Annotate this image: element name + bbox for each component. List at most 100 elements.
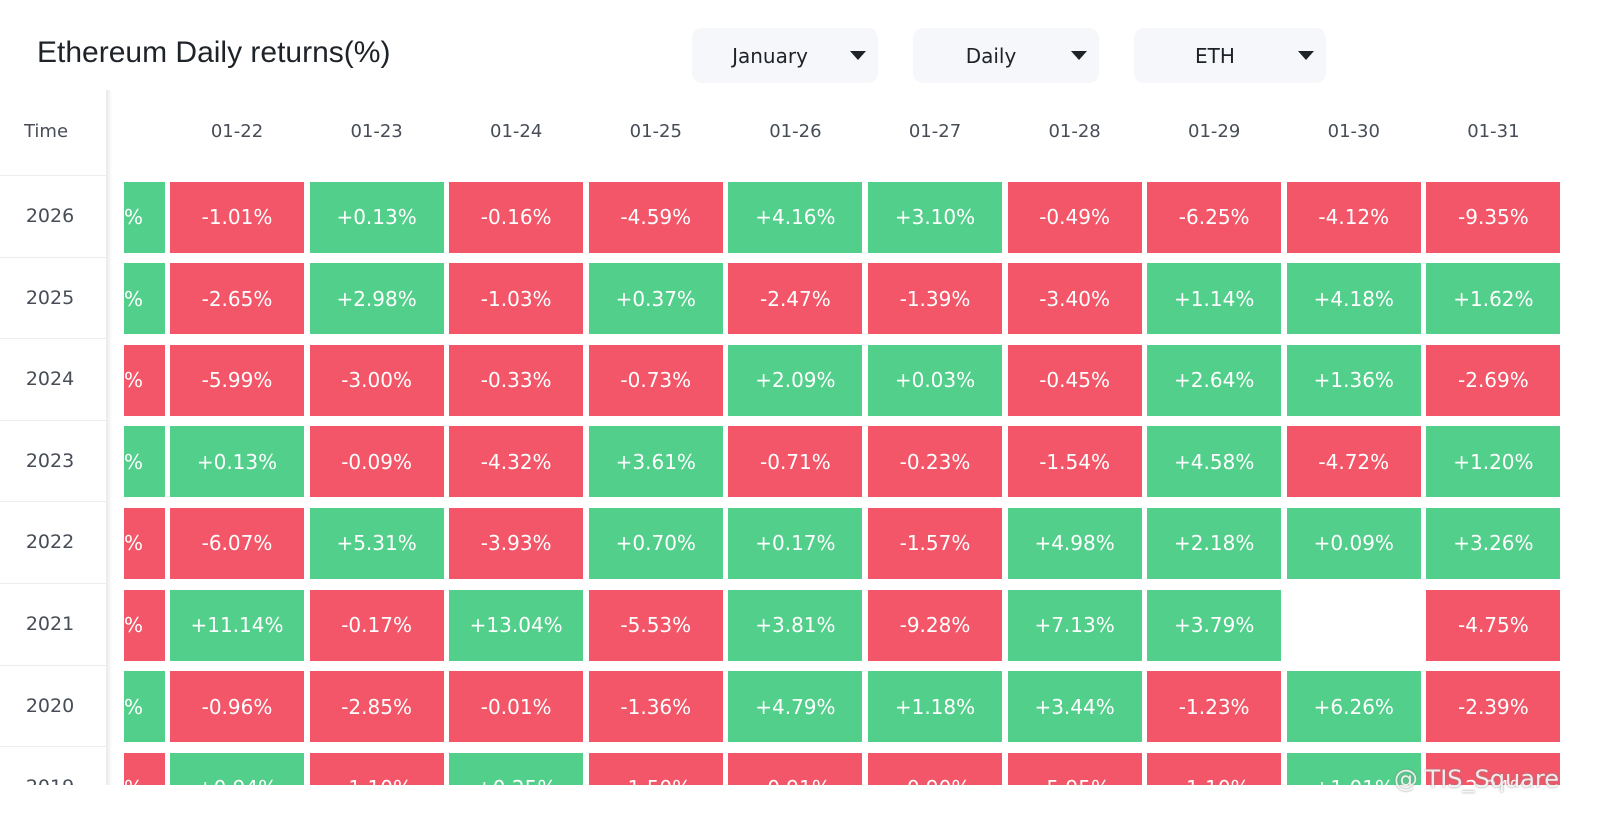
return-cell: +3.61%: [588, 426, 723, 498]
return-cell: -0.17%: [309, 589, 444, 661]
return-cell: -1.36%: [588, 671, 723, 743]
return-cell: -1.10%: [309, 752, 444, 785]
return-cell: +6.26%: [1286, 671, 1421, 743]
return-cell: -0.01%: [449, 671, 584, 743]
return-cell: -0.90%: [868, 752, 1002, 785]
return-cell: +1.20%: [1426, 426, 1561, 498]
year-label: 2024: [25, 368, 75, 391]
year-label: 2019: [0, 776, 100, 785]
return-cell: -4.75%: [1426, 589, 1561, 661]
column-shadow: [106, 90, 112, 785]
partial-cell: %: [124, 507, 165, 579]
column-header: 01-22: [210, 121, 264, 142]
return-cell: -5.95%: [1007, 752, 1142, 785]
partial-cell: %: [124, 752, 165, 785]
row-separator: [0, 256, 108, 258]
return-cell: +0.94%: [170, 752, 304, 785]
return-cell: -5.99%: [170, 344, 304, 416]
return-cell: -2.85%: [309, 671, 444, 743]
row-separator: [0, 583, 108, 584]
return-cell: +2.64%: [1147, 344, 1282, 416]
return-cell: +0.37%: [588, 263, 723, 335]
year-label: 2026: [25, 205, 75, 227]
return-cell: -4.12%: [1286, 181, 1421, 253]
row-separator: [0, 746, 108, 748]
year-label: 2020: [25, 694, 75, 717]
return-cell: -1.57%: [868, 507, 1002, 579]
return-cell: -2.69%: [1426, 344, 1561, 416]
return-cell: +0.70%: [588, 507, 723, 579]
row-separator: [0, 175, 108, 176]
partial-cell: %: [124, 589, 165, 661]
corner-label: Time: [23, 121, 69, 142]
return-cell: -5.53%: [588, 589, 723, 661]
row-separator: [0, 338, 108, 340]
return-cell: +1.14%: [1147, 263, 1282, 335]
return-cell: +0.03%: [868, 344, 1002, 416]
return-cell: +0.09%: [1286, 507, 1421, 579]
column-header: 01-28: [1048, 121, 1101, 142]
year-label: 2021: [25, 613, 75, 635]
year-label: 2025: [25, 286, 75, 309]
return-cell: +11.14%: [170, 589, 304, 661]
interval-dropdown[interactable]: Daily: [913, 28, 1099, 83]
return-cell: -0.91%: [728, 752, 863, 785]
return-cell: -4.59%: [588, 181, 723, 253]
return-cell: +0.25%: [449, 752, 584, 785]
column-header: 01-31: [1467, 121, 1520, 142]
return-cell: -3.00%: [309, 344, 444, 416]
return-cell: +3.26%: [1426, 507, 1561, 579]
return-cell: -2.34%: [1426, 752, 1561, 785]
row-separator: [0, 419, 108, 421]
return-cell: +3.81%: [728, 589, 863, 661]
column-header: 01-30: [1327, 121, 1380, 142]
return-cell: -0.33%: [449, 344, 584, 416]
asset-dropdown[interactable]: ETH: [1134, 28, 1326, 83]
watermark: @ TIS_Square: [1393, 765, 1559, 793]
return-cell: -0.71%: [728, 426, 863, 498]
partial-cell: %: [124, 181, 165, 253]
return-cell: +3.44%: [1007, 671, 1142, 743]
return-cell: +4.98%: [1007, 507, 1142, 579]
return-cell: -0.09%: [309, 426, 444, 498]
return-cell: -1.03%: [449, 263, 584, 335]
row-separator: [0, 501, 108, 503]
return-cell: -1.10%: [1147, 752, 1282, 785]
return-cell: -0.23%: [868, 426, 1002, 498]
column-header: 01-29: [1188, 121, 1241, 142]
return-cell: +5.31%: [309, 507, 444, 579]
partial-cell: %: [124, 263, 165, 335]
return-cell: -2.39%: [1426, 671, 1561, 743]
return-cell: -1.39%: [868, 263, 1002, 335]
return-cell: +1.01%: [1286, 752, 1421, 785]
column-header: 01-25: [629, 121, 682, 142]
title: Ethereum Daily returns(%): [37, 36, 391, 69]
return-cell: -4.72%: [1286, 426, 1421, 498]
return-cell: +4.16%: [728, 181, 863, 253]
return-cell: +1.18%: [868, 671, 1002, 743]
return-cell: -3.40%: [1007, 263, 1142, 335]
return-cell: +13.04%: [449, 589, 584, 661]
return-cell: +3.79%: [1147, 589, 1282, 661]
row-separator: [0, 664, 108, 666]
partial-cell: %: [124, 671, 165, 743]
return-cell: -3.93%: [449, 507, 584, 579]
year-label: 2022: [25, 531, 75, 554]
column-header: 01-24: [490, 121, 543, 142]
return-cell: +2.98%: [309, 263, 444, 335]
return-cell: +1.36%: [1286, 344, 1421, 416]
return-cell: +7.13%: [1007, 589, 1142, 661]
return-cell: +3.10%: [868, 181, 1002, 253]
return-cell: +1.62%: [1426, 263, 1561, 335]
return-cell: -1.23%: [1147, 671, 1282, 743]
return-cell: -0.96%: [170, 671, 304, 743]
month-dropdown[interactable]: January: [692, 28, 878, 83]
column-header: 01-27: [908, 121, 962, 142]
column-header: 01-26: [769, 121, 822, 142]
return-cell: -9.28%: [868, 589, 1002, 661]
partial-cell: %: [124, 426, 165, 498]
return-cell: -2.65%: [170, 263, 304, 335]
return-cell: +2.18%: [1147, 507, 1282, 579]
return-cell: +4.58%: [1147, 426, 1282, 498]
